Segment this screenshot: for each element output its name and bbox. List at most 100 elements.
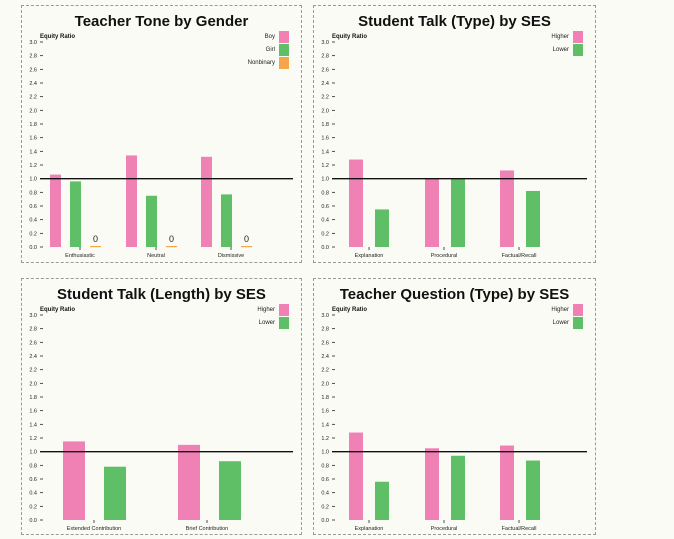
y-tick-label: 1.0 bbox=[321, 450, 329, 456]
y-tick-label: 1.8 bbox=[321, 122, 329, 128]
legend-swatch bbox=[573, 44, 583, 56]
y-tick-label: 0.8 bbox=[321, 190, 329, 196]
y-tick-label: 1.4 bbox=[321, 422, 329, 428]
y-tick-label: 2.4 bbox=[321, 81, 329, 87]
bar-nonbinary-2 bbox=[241, 246, 252, 248]
x-tick-label: Procedural bbox=[431, 253, 458, 259]
y-tick-label: 2.6 bbox=[29, 340, 37, 346]
legend-item-higher: Higher bbox=[257, 304, 289, 316]
y-tick-label: 1.8 bbox=[29, 122, 37, 128]
bar-boy-2 bbox=[201, 156, 212, 247]
y-tick-label: 0.2 bbox=[321, 231, 329, 237]
chart-panel-teacher-question-type: Teacher Question (Type) by SES Equity Rat… bbox=[313, 278, 596, 535]
bar-lower-2 bbox=[526, 190, 540, 247]
y-axis-label: Equity Ratio bbox=[332, 34, 368, 40]
y-tick-label: 1.2 bbox=[29, 163, 37, 169]
y-tick-label: 1.8 bbox=[29, 395, 37, 401]
chart-title: Teacher Question (Type) by SES bbox=[339, 286, 570, 303]
chart-panel-student-talk-length: Student Talk (Length) by SES Equity Ratio… bbox=[21, 278, 302, 535]
y-tick-label: 2.0 bbox=[29, 381, 37, 387]
y-tick-label: 0.2 bbox=[29, 231, 37, 237]
legend-item-lower: Lower bbox=[551, 317, 583, 329]
y-tick-label: 1.0 bbox=[29, 450, 37, 456]
x-tick-label: Factual/Recall bbox=[502, 253, 537, 259]
legend-item-boy: Boy bbox=[248, 31, 289, 43]
y-tick-label: 2.6 bbox=[321, 340, 329, 346]
y-tick-label: 0.4 bbox=[29, 218, 37, 224]
legend-label: Higher bbox=[257, 307, 275, 313]
y-axis-label: Equity Ratio bbox=[332, 307, 368, 313]
x-tick-label: Enthusiastic bbox=[65, 253, 95, 259]
chart-plot-area: 0.0 0.2 0.4 0.6 0.8 1.0 1.2 1.4 1.6 1.8 2.0 2.2 2.4 2… bbox=[29, 313, 293, 532]
chart-plot-area: 0.0 0.2 0.4 0.6 0.8 1.0 1.2 1.4 1.6 1.8 2.0 2.2 2.4 2… bbox=[321, 313, 587, 532]
bar-lower-0 bbox=[375, 209, 389, 247]
y-tick-label: 0.8 bbox=[321, 463, 329, 469]
bar-lower-0 bbox=[104, 466, 126, 520]
data-label: 0 bbox=[169, 234, 174, 244]
y-tick-label: 1.2 bbox=[321, 436, 329, 442]
y-tick-label: 2.2 bbox=[29, 368, 37, 374]
y-tick-label: 1.0 bbox=[321, 177, 329, 183]
data-label: 0 bbox=[93, 234, 98, 244]
chart-plot-area: 0.0 0.2 0.4 0.6 0.8 1.0 1.2 1.4 1.6 1.8 2.0 2.2 2.4 2… bbox=[321, 40, 587, 259]
legend-item-girl: Girl bbox=[248, 44, 289, 56]
y-tick-label: 0.0 bbox=[29, 518, 37, 524]
y-tick-label: 1.0 bbox=[29, 177, 37, 183]
bar-higher-1 bbox=[178, 444, 200, 520]
legend-item-higher: Higher bbox=[551, 304, 583, 316]
y-tick-label: 2.4 bbox=[29, 81, 37, 87]
chart-title: Teacher Tone by Gender bbox=[74, 13, 249, 30]
legend-label: Lower bbox=[552, 47, 569, 53]
y-tick-label: 2.6 bbox=[321, 67, 329, 73]
bar-nonbinary-0 bbox=[90, 246, 101, 248]
legend-item-lower: Lower bbox=[257, 317, 289, 329]
legend-swatch bbox=[573, 317, 583, 329]
legend-swatch bbox=[279, 44, 289, 56]
y-tick-label: 0.2 bbox=[321, 504, 329, 510]
x-tick-label: Extended Contribution bbox=[67, 526, 121, 532]
legend-label: Lower bbox=[258, 320, 275, 326]
bar-higher-0 bbox=[349, 159, 363, 247]
x-tick-label: Brief Contribution bbox=[186, 526, 229, 532]
y-tick-label: 2.8 bbox=[29, 327, 37, 333]
legend-item-lower: Lower bbox=[551, 44, 583, 56]
bar-boy-1 bbox=[126, 155, 137, 247]
y-tick-label: 2.4 bbox=[321, 354, 329, 360]
y-axis-label: Equity Ratio bbox=[40, 34, 76, 40]
chart-panel-teacher-tone: Teacher Tone by Gender Equity Ratio 0.0 0.2… bbox=[21, 5, 302, 263]
legend-swatch bbox=[573, 304, 583, 316]
y-tick-label: 0.8 bbox=[29, 463, 37, 469]
bar-girl-0 bbox=[70, 181, 81, 247]
legend-label: Lower bbox=[552, 320, 569, 326]
y-tick-label: 0.6 bbox=[321, 204, 329, 210]
y-tick-label: 1.4 bbox=[29, 422, 37, 428]
y-tick-label: 0.0 bbox=[321, 518, 329, 524]
y-tick-label: 3.0 bbox=[321, 40, 329, 46]
legend-item-higher: Higher bbox=[551, 31, 583, 43]
legend: Higher Lower bbox=[551, 304, 583, 330]
y-tick-label: 1.4 bbox=[321, 149, 329, 155]
bar-lower-0 bbox=[375, 481, 389, 520]
legend-label: Nonbinary bbox=[247, 60, 275, 66]
bar-higher-1 bbox=[425, 448, 439, 520]
y-tick-label: 1.6 bbox=[321, 136, 329, 142]
chart-title: Student Talk (Length) by SES bbox=[57, 286, 266, 303]
x-tick-label: Neutral bbox=[147, 253, 165, 259]
x-tick-label: Factual/Recall bbox=[502, 526, 537, 532]
legend-swatch bbox=[279, 31, 289, 43]
x-tick-label: Explanation bbox=[355, 526, 384, 532]
x-tick-label: Procedural bbox=[431, 526, 458, 532]
bar-lower-2 bbox=[526, 460, 540, 520]
chart-title: Student Talk (Type) by SES bbox=[358, 13, 551, 30]
y-axis-label: Equity Ratio bbox=[40, 307, 76, 313]
legend: Higher Lower bbox=[551, 31, 583, 57]
legend-label: Girl bbox=[265, 47, 275, 53]
y-tick-label: 3.0 bbox=[29, 313, 37, 319]
legend-swatch bbox=[573, 31, 583, 43]
y-tick-label: 0.8 bbox=[29, 190, 37, 196]
y-tick-label: 0.2 bbox=[29, 504, 37, 510]
y-tick-label: 2.2 bbox=[321, 368, 329, 374]
bar-lower-1 bbox=[451, 178, 465, 247]
data-label: 0 bbox=[244, 234, 249, 244]
y-tick-label: 2.0 bbox=[321, 108, 329, 114]
